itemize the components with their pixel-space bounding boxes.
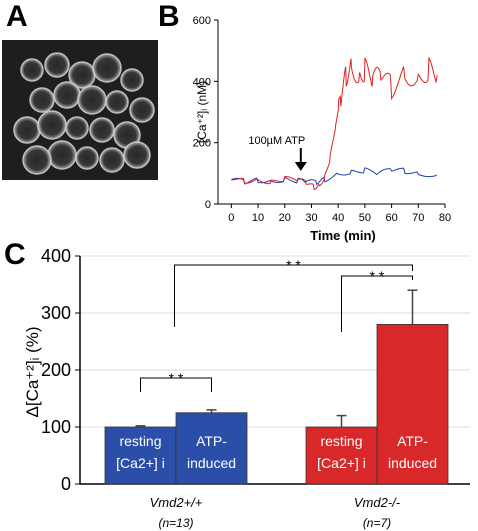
series-line [231, 167, 438, 186]
cell-blob [29, 87, 55, 113]
cell-blob [20, 58, 44, 82]
arrow-down-icon [294, 148, 307, 171]
cell-blob [65, 116, 89, 140]
bar-label-line2: induced [388, 455, 437, 471]
bar-label-line2: [Ca2+] i [116, 455, 165, 471]
cell-blob [89, 117, 115, 143]
y-tick-label-c: 300 [41, 303, 71, 323]
y-tick-label-c: 0 [61, 474, 71, 494]
cell-blob [99, 147, 125, 173]
cell-blob [44, 52, 70, 78]
panel-label-b: B [158, 0, 180, 33]
significance-bracket [140, 377, 212, 392]
significance-bracket [174, 264, 413, 327]
y-tick-label: 400 [193, 76, 211, 88]
x-tick-label: 40 [332, 212, 344, 224]
cell-blob [129, 97, 155, 123]
bar-label-line1: resting [119, 433, 161, 449]
significance-stars: * * [169, 370, 184, 386]
x-tick-label: 50 [359, 212, 371, 224]
y-axis-label: [Ca⁺²]ᵢ (nM) [195, 81, 209, 143]
bar [376, 323, 449, 485]
y-tick-label-c: 100 [41, 417, 71, 437]
cell-blob [92, 53, 122, 83]
cell-blob [75, 146, 99, 170]
x-axis-label: Time (min) [310, 228, 376, 243]
x-tick-label: 80 [439, 212, 451, 224]
bar [104, 426, 177, 485]
bar-label-line1: ATP- [196, 433, 227, 449]
series-line [231, 56, 438, 191]
atp-annotation: 100µM ATP [248, 135, 305, 147]
bar-label-line2: [Ca2+] i [317, 455, 366, 471]
y-tick-label: 0 [205, 199, 211, 211]
x-tick-label: 70 [412, 212, 424, 224]
cell-blob [120, 68, 144, 92]
y-axis-label-c: Δ[Ca⁺²]ᵢ (%) [23, 326, 42, 417]
fluorescence-micrograph [2, 40, 158, 180]
y-tick-label-c: 200 [41, 360, 71, 380]
bar-label-line2: induced [187, 455, 236, 471]
bar-label-line1: resting [320, 433, 362, 449]
significance-bracket [341, 275, 413, 332]
bar [175, 412, 248, 485]
group-n-label: (n=7) [363, 516, 391, 530]
x-tick-label: 0 [228, 212, 234, 224]
cell-blob [105, 90, 129, 114]
bar-label-line1: ATP- [397, 433, 428, 449]
group-label: Vmd2-/- [354, 495, 401, 510]
significance-stars: * * [286, 257, 301, 273]
calcium-time-course-chart: 0 10 20 30 40 50 60 70 80 0 200 400 600 Time (min) [… [193, 15, 451, 243]
cell-blob [123, 141, 151, 169]
x-tick-label: 20 [279, 212, 291, 224]
group-label: Vmd2+/+ [150, 495, 203, 510]
x-tick-label: 10 [252, 212, 264, 224]
y-tick-label: 200 [193, 138, 211, 150]
significance-stars: * * [370, 268, 385, 284]
y-tick-label: 600 [193, 15, 211, 27]
x-tick-label: 30 [305, 212, 317, 224]
group-n-label: (n=13) [158, 516, 193, 530]
bar [305, 426, 378, 485]
panel-label-c: C [4, 238, 26, 271]
panel-label-a: A [6, 0, 28, 33]
cell-blob [22, 145, 52, 175]
x-tick-label: 60 [385, 212, 397, 224]
